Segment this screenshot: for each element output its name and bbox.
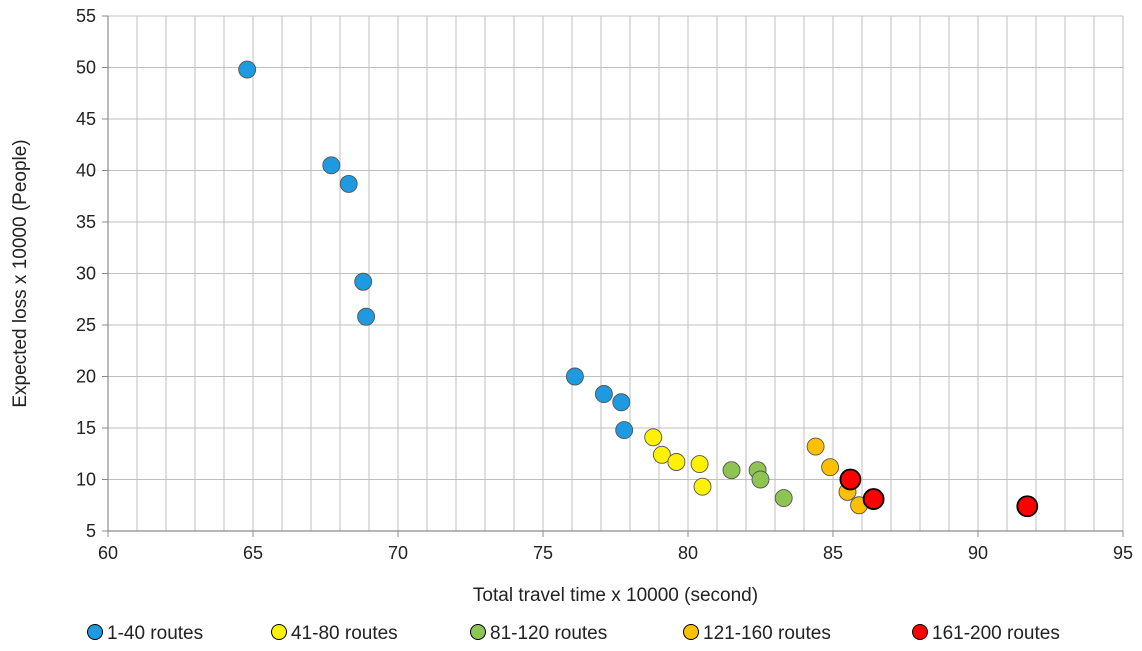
legend-label: 161-200 routes — [932, 623, 1060, 644]
data-point-series-2 — [644, 428, 663, 447]
data-point-series-2 — [693, 477, 712, 496]
data-points — [238, 60, 1039, 518]
data-point-series-5 — [1016, 495, 1039, 518]
y-tick-label: 20 — [76, 367, 96, 387]
y-tick-label: 15 — [76, 418, 96, 438]
y-tick-label: 10 — [76, 470, 96, 490]
x-tick-label: 70 — [388, 543, 408, 563]
x-tick-label: 90 — [968, 543, 988, 563]
x-tick-label: 95 — [1113, 543, 1133, 563]
tick-labels: 5 10 15 20 25 30 35 40 45 50 55 60 65 70 75 80 85 90 95 — [76, 6, 1133, 563]
x-tick-label: 65 — [243, 543, 263, 563]
y-tick-label: 25 — [76, 315, 96, 335]
data-point-series-3 — [722, 461, 741, 480]
legend: 1-40 routes 41-80 routes 81-120 routes 121-… — [87, 623, 1060, 644]
legend-marker — [912, 624, 928, 640]
data-point-series-5 — [862, 488, 885, 510]
legend-label: 41-80 routes — [291, 623, 398, 644]
data-point-series-2 — [667, 453, 686, 471]
legend-marker — [683, 624, 699, 640]
y-tick-label: 30 — [76, 264, 96, 284]
data-point-series-1 — [565, 367, 584, 386]
legend-marker — [271, 624, 287, 640]
axes — [102, 15, 1124, 537]
data-point-series-4 — [821, 458, 840, 477]
x-axis-title: Total travel time x 10000 (second) — [473, 585, 758, 606]
legend-label: 81-120 routes — [490, 623, 607, 644]
gridlines — [107, 15, 1124, 532]
y-tick-label: 5 — [86, 521, 96, 541]
data-point-series-4 — [806, 437, 825, 456]
x-tick-label: 75 — [533, 543, 553, 563]
data-point-series-1 — [594, 385, 613, 403]
legend-marker — [470, 624, 486, 640]
y-tick-label: 55 — [76, 6, 96, 26]
y-tick-label: 45 — [76, 109, 96, 129]
data-point-series-2 — [652, 445, 671, 464]
data-point-series-1 — [615, 421, 634, 440]
y-axis-title: Expected loss x 10000 (People) — [10, 139, 31, 407]
data-point-series-1 — [322, 156, 341, 175]
data-point-series-2 — [690, 455, 709, 473]
legend-label: 121-160 routes — [703, 623, 831, 644]
y-tick-label: 35 — [76, 212, 96, 232]
y-tick-label: 50 — [76, 58, 96, 78]
data-point-series-1 — [357, 307, 376, 326]
legend-label: 1-40 routes — [107, 623, 203, 644]
data-point-series-3 — [751, 470, 770, 489]
data-point-series-3 — [774, 489, 793, 507]
data-point-series-1 — [354, 272, 373, 291]
data-point-series-1 — [238, 60, 257, 79]
data-point-series-5 — [839, 468, 862, 491]
legend-marker — [87, 624, 103, 640]
data-point-series-1 — [612, 393, 631, 412]
x-tick-label: 85 — [823, 543, 843, 563]
y-tick-label: 40 — [76, 161, 96, 181]
x-tick-label: 80 — [678, 543, 698, 563]
data-point-series-1 — [339, 174, 358, 193]
x-tick-label: 60 — [98, 543, 118, 563]
